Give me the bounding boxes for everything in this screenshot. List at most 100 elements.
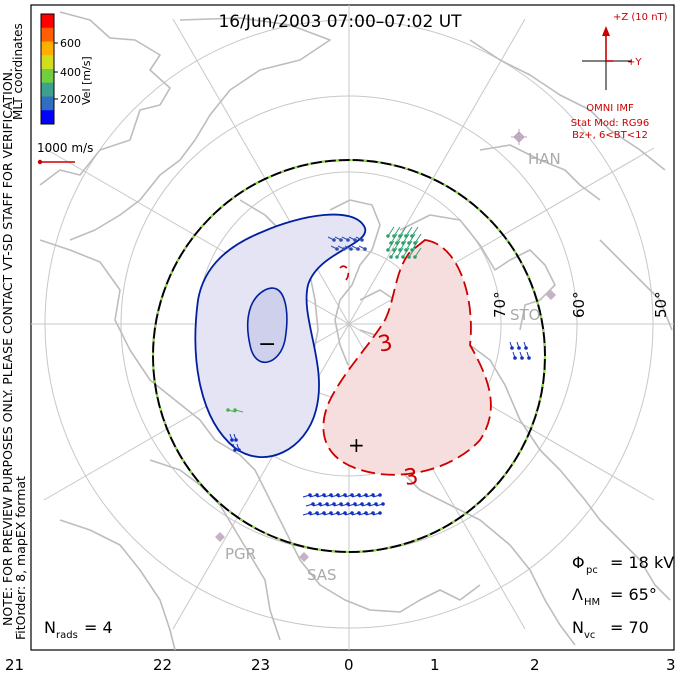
velocity-vector-point bbox=[342, 247, 346, 251]
velocity-vector-point bbox=[336, 493, 340, 497]
imf-bz-label: +Z (10 nT) bbox=[613, 12, 668, 23]
mlt-meridians bbox=[31, 5, 674, 650]
mlt-tick-3: 3 bbox=[666, 656, 676, 674]
colorbar-tick-200: 200 bbox=[60, 93, 81, 106]
velocity-vector-tail bbox=[396, 247, 404, 258]
colorbar-tick-600: 600 bbox=[60, 37, 81, 50]
velocity-vector-tail bbox=[402, 247, 410, 258]
velocity-vector-point bbox=[378, 493, 382, 497]
velocity-vector-tail bbox=[408, 233, 416, 244]
velocity-vector-point bbox=[357, 493, 361, 497]
velocity-vector-point bbox=[367, 502, 371, 506]
velocity-vector-point bbox=[389, 255, 393, 259]
velocity-vector-point bbox=[237, 448, 241, 452]
velocity-vector-tail bbox=[390, 247, 398, 258]
plot-frame bbox=[30, 4, 675, 651]
velocity-vector-point bbox=[332, 502, 336, 506]
lat-label-50: 50° bbox=[652, 291, 670, 318]
svg-text:rads: rads bbox=[56, 630, 78, 641]
velocity-vector-point bbox=[233, 448, 237, 452]
velocity-vector-tail bbox=[411, 240, 419, 251]
velocity-vector-point bbox=[350, 511, 354, 515]
mlt-tick-0: 0 bbox=[344, 656, 354, 674]
stat-n-vc: N vc = 70 bbox=[572, 618, 649, 641]
stat-lambda-hm: Λ HM = 65° bbox=[572, 585, 657, 608]
stat-phi-pc: Φ pc = 18 kV bbox=[572, 553, 674, 576]
velocity-vector-tail bbox=[405, 240, 413, 251]
heppner-maynard-boundary-dash bbox=[152, 159, 546, 553]
velocity-vector-point bbox=[311, 502, 315, 506]
velocity-vector-tail bbox=[399, 226, 407, 237]
velocity-vector-point bbox=[364, 493, 368, 497]
imf-model-line1: Stat Mod: RG96 bbox=[571, 118, 650, 129]
negative-inner-contour bbox=[246, 287, 288, 364]
velocity-vector-point bbox=[336, 511, 340, 515]
colorbar-label: Vel [m/s] bbox=[80, 56, 93, 105]
velocity-vector-point bbox=[339, 238, 343, 242]
velocity-vector-tail bbox=[405, 226, 413, 237]
velocity-vector-point bbox=[401, 255, 405, 259]
velocity-vector-point bbox=[371, 511, 375, 515]
velocity-vectors bbox=[226, 226, 531, 516]
mlt-tick-21: 21 bbox=[5, 656, 24, 674]
velocity-vector-point bbox=[230, 438, 234, 442]
velocity-vector-point bbox=[343, 511, 347, 515]
velocity-vector-point bbox=[395, 255, 399, 259]
imf-title: OMNI IMF bbox=[586, 103, 634, 114]
svg-text:HM: HM bbox=[584, 597, 600, 608]
svg-text:= 4: = 4 bbox=[84, 618, 113, 637]
velocity-vector-point bbox=[527, 356, 531, 360]
velocity-vector-point bbox=[378, 511, 382, 515]
velocity-vector-point bbox=[315, 493, 319, 497]
velocity-vector-point bbox=[381, 502, 385, 506]
mlt-tick-2: 2 bbox=[530, 656, 540, 674]
velocity-vector-point bbox=[357, 511, 361, 515]
velocity-vector-point bbox=[510, 346, 514, 350]
velocity-vector-point bbox=[360, 502, 364, 506]
velocity-vector-point bbox=[325, 502, 329, 506]
colorbar-segment bbox=[41, 110, 54, 125]
velocity-vector-tail bbox=[393, 226, 401, 237]
velocity-vector-point bbox=[349, 247, 353, 251]
svg-text:vc: vc bbox=[584, 630, 595, 641]
velocity-vector-point bbox=[346, 238, 350, 242]
colorbar-segment bbox=[41, 69, 54, 84]
velocity-vector-point bbox=[322, 511, 326, 515]
velocity-vector-point bbox=[322, 493, 326, 497]
velocity-vector-point bbox=[371, 493, 375, 497]
velocity-vector-point bbox=[374, 502, 378, 506]
velocity-vector-tail bbox=[390, 233, 398, 244]
velocity-vector-tail bbox=[402, 233, 410, 244]
svg-text:N: N bbox=[572, 618, 584, 637]
velocity-vector-point bbox=[226, 408, 230, 412]
preview-disclaimer: NOTE: FOR PREVIEW PURPOSES ONLY. PLEASE … bbox=[0, 68, 15, 626]
velocity-vector-point bbox=[360, 238, 364, 242]
station-sto: STO bbox=[510, 306, 541, 324]
coordinates-label: MLT coordinates bbox=[11, 23, 25, 120]
velocity-vector-tail bbox=[393, 240, 401, 251]
velocity-vector-point bbox=[386, 234, 390, 238]
velocity-vector-point bbox=[520, 356, 524, 360]
mlt-tick-1: 1 bbox=[430, 656, 440, 674]
velocity-vector-tail bbox=[396, 233, 404, 244]
fit-order-label: FitOrder: 8, mapEX format bbox=[13, 476, 28, 640]
velocity-scale-label: 1000 m/s bbox=[37, 141, 93, 155]
positive-marker: + bbox=[348, 433, 365, 457]
velocity-vector-point bbox=[413, 255, 417, 259]
velocity-vector-point bbox=[329, 511, 333, 515]
velocity-vector-point bbox=[353, 238, 357, 242]
velocity-vector-tail bbox=[408, 247, 416, 258]
svg-text:Φ: Φ bbox=[572, 553, 585, 572]
contour-value-label-lower: 3 bbox=[402, 464, 420, 491]
velocity-vector-point bbox=[308, 493, 312, 497]
station-pgr: PGR bbox=[225, 545, 256, 563]
velocity-vector-tail bbox=[399, 240, 407, 251]
imf-model-line2: Bz+, 6<BT<12 bbox=[572, 130, 648, 141]
velocity-vector-point bbox=[318, 502, 322, 506]
velocity-colorbar bbox=[40, 13, 55, 125]
positive-small-contour bbox=[339, 265, 350, 281]
colorbar-segment bbox=[41, 27, 54, 42]
velocity-vector-point bbox=[339, 502, 343, 506]
svg-text:N: N bbox=[44, 618, 56, 637]
